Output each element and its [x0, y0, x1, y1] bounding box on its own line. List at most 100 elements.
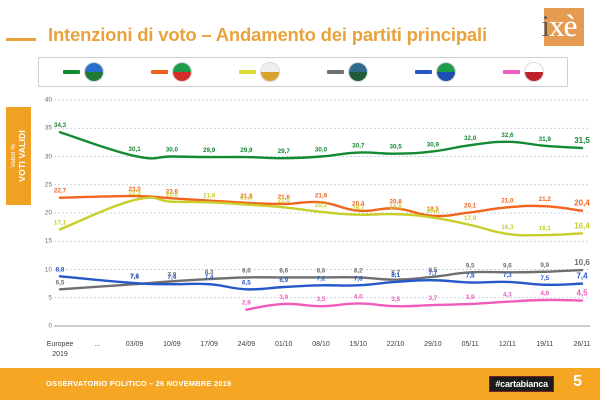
page-number: 5 [573, 373, 582, 390]
data-label: 30,7 [352, 143, 365, 150]
data-label: 7,5 [540, 275, 549, 282]
data-label: 19,5 [427, 206, 440, 213]
data-label: 19,2 [427, 208, 440, 215]
x-tick-label: 03/09 [125, 341, 144, 348]
data-label: 7,7 [428, 270, 437, 277]
x-tick-label: 24/09 [237, 341, 256, 348]
y-axis-ticks: 0 5 10 15 20 25 30 35 40 [34, 94, 54, 340]
x-tick-label: 08/10 [312, 341, 330, 348]
data-label: 29,7 [278, 148, 291, 155]
x-tick-label: 15/10 [349, 341, 368, 348]
data-label: 22,6 [166, 188, 179, 195]
data-label: 7,8 [354, 275, 363, 282]
slide-footer: OSSERVATORIO POLITICO – 26 NOVEMBRE 2019… [0, 368, 600, 400]
data-label: 30,1 [128, 146, 141, 153]
y-tick-label: 15 [44, 237, 52, 245]
data-label: 7,2 [317, 275, 326, 282]
series-line-italia-viva [245, 298, 584, 311]
x-tick-label: 29/10 [424, 341, 442, 348]
data-label: 30,0 [315, 147, 328, 154]
data-label: 10,6 [574, 258, 590, 267]
data-label: 17,9 [464, 215, 477, 222]
data-label: 7,9 [167, 271, 176, 278]
x-axis-ticks: Europee 2019... 03/09 10/09 17/09 24/09 01/10 0… [47, 340, 591, 366]
data-label: 7,4 [576, 272, 588, 281]
data-label: 3,7 [428, 295, 437, 302]
ixe-logo-i: i [541, 8, 551, 43]
x-tick-label: 17/09 [200, 341, 218, 348]
data-label: 7,4 [205, 274, 214, 281]
party-logo-icon-forza-italia [435, 62, 456, 82]
data-label: 29,9 [240, 147, 253, 154]
data-label: 19,8 [389, 204, 402, 211]
legend-item-pd[interactable] [150, 62, 192, 82]
legend-item-m5s[interactable] [238, 62, 280, 82]
y-tick-label: 0 [48, 322, 52, 330]
legend-color-swatch-italia-viva [502, 70, 520, 74]
data-label: 9,9 [540, 262, 549, 269]
data-label: 22,3 [128, 190, 141, 197]
data-label: 9,5 [428, 267, 437, 274]
data-label: 9,5 [466, 262, 475, 269]
y-tick-label: 20 [44, 209, 52, 217]
data-label: 8,7 [391, 270, 400, 277]
legend-color-swatch-lega [62, 70, 80, 74]
data-label: 6,5 [56, 279, 65, 286]
ixe-logo-text: ixè [530, 5, 588, 49]
y-axis-label-big: VOTI VALIDI [16, 130, 27, 182]
ixe-brand-logo: ixè [530, 4, 588, 48]
x-tick-label: Europee 2019 [46, 341, 74, 358]
legend-item-italia-viva[interactable] [502, 62, 544, 82]
x-tick-label: 12/11 [498, 341, 516, 348]
data-label: 20,8 [389, 198, 402, 205]
page-title: Intenzioni di voto – Andamento dei parti… [48, 24, 487, 45]
legend-color-swatch-m5s [238, 70, 256, 74]
legend-color-swatch-forza-italia [414, 70, 432, 74]
data-label: 8,6 [279, 267, 288, 274]
data-label: 4,3 [503, 292, 512, 299]
y-tick-label: 5 [48, 294, 52, 302]
y-tick-label: 10 [44, 266, 52, 273]
data-label: 21,6 [278, 194, 291, 201]
data-label: 9,6 [503, 262, 512, 269]
data-label: 7,3 [503, 272, 512, 279]
data-label: 21,9 [203, 192, 216, 199]
data-label: 3,5 [317, 296, 326, 303]
data-label: 16,1 [539, 225, 552, 232]
x-tick-label: 01/10 [274, 341, 293, 348]
data-label: 23,0 [128, 186, 141, 193]
series-line-fdi [58, 268, 584, 291]
data-label: 4,0 [354, 293, 363, 300]
data-label: 3,5 [391, 296, 400, 303]
data-label: 8,1 [391, 272, 400, 279]
legend-item-lega[interactable] [62, 62, 104, 82]
data-label: 22,7 [54, 188, 67, 195]
data-label: 7,6 [130, 273, 139, 280]
data-label: 32,6 [501, 132, 514, 139]
data-label: 20,4 [574, 199, 590, 208]
data-label: 21,0 [278, 197, 291, 204]
data-label: 30,0 [166, 147, 179, 154]
data-label: 3,9 [466, 294, 475, 301]
data-label: 30,5 [389, 144, 402, 151]
data-label: 16,4 [574, 221, 590, 230]
data-label: 31,9 [539, 136, 552, 143]
party-logo-icon-pd [171, 62, 192, 82]
data-label: 3,9 [279, 294, 288, 301]
cartabianca-badge: #cartabianca [489, 376, 554, 392]
data-label: 32,0 [464, 135, 477, 142]
x-tick-label: 05/11 [461, 341, 479, 348]
x-tick-label: 19/11 [536, 341, 554, 348]
data-label: 4,5 [576, 289, 588, 298]
data-label: 2,9 [242, 300, 251, 307]
data-label: 7,8 [466, 272, 475, 279]
data-label: 8,6 [242, 267, 251, 274]
party-logo-icon-italia-viva [523, 62, 544, 82]
legend-item-fdi[interactable] [326, 62, 368, 82]
legend-item-forza-italia[interactable] [414, 62, 456, 82]
data-label: 7,4 [167, 274, 176, 281]
party-logo-icon-m5s [259, 62, 280, 82]
series-line-lega [58, 131, 584, 160]
data-label: 19,7 [352, 205, 365, 212]
legend-color-swatch-fdi [326, 70, 344, 74]
